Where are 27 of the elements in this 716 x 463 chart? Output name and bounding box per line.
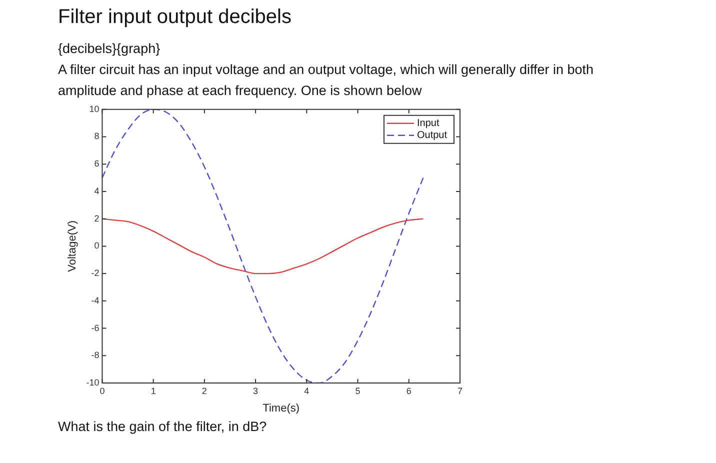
x-tick-label: 1 bbox=[150, 386, 156, 396]
y-tick-label: 8 bbox=[94, 131, 100, 142]
y-tick-label: -4 bbox=[91, 295, 100, 306]
y-tick-label: -2 bbox=[91, 268, 100, 278]
legend-label: Input bbox=[416, 118, 440, 130]
y-tick-label: 10 bbox=[89, 104, 100, 114]
y-tick-label: -6 bbox=[91, 322, 100, 333]
y-tick-label: 4 bbox=[94, 186, 100, 196]
line-series bbox=[102, 218, 424, 274]
x-tick-label: 6 bbox=[406, 386, 412, 396]
x-tick-label: 3 bbox=[253, 386, 258, 396]
x-axis-title: Time(s) bbox=[262, 402, 300, 414]
text: A filter circuit has an input voltage and an output voltage, which will generally differ in both amplitude and phase at each frequency. One is shown below bbox=[58, 61, 595, 100]
chart-title: Filter input output decibels bbox=[58, 6, 292, 29]
x-tick-label: 4 bbox=[304, 386, 310, 396]
y-tick-label: -8 bbox=[91, 350, 100, 360]
y-axis-title: Voltage(V) bbox=[66, 220, 79, 272]
x-tick-label: 2 bbox=[202, 386, 207, 396]
chart-subtitle: {decibels}{graph} bbox=[58, 41, 162, 56]
y-tick-label: 2 bbox=[94, 213, 100, 224]
text: What is the gain of the filter, in dB? bbox=[58, 419, 268, 434]
y-tick-label: 6 bbox=[94, 158, 100, 169]
x-tick-label: 5 bbox=[355, 386, 360, 396]
legend-label: Output bbox=[416, 130, 448, 142]
x-tick-label: 7 bbox=[457, 386, 463, 396]
y-tick-label: 0 bbox=[94, 240, 100, 251]
y-tick-label: -10 bbox=[86, 377, 100, 388]
